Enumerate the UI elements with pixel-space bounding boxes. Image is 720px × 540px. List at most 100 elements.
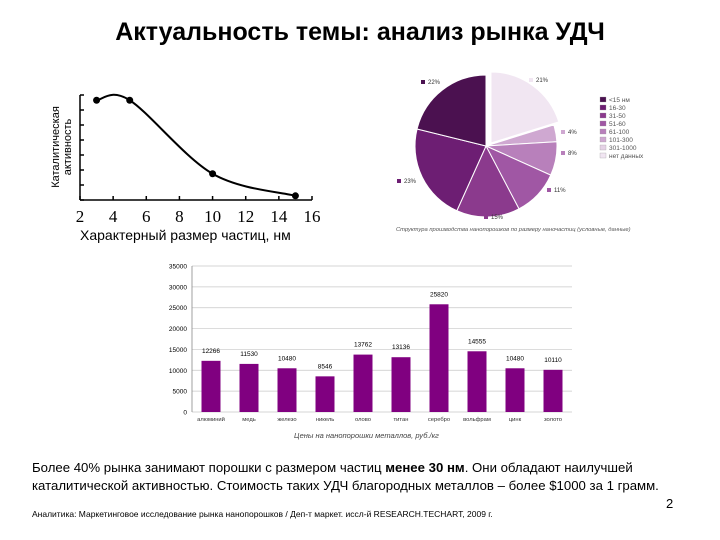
bar-value-label: 10480 xyxy=(278,355,296,362)
conclusion-text: Более 40% рынка занимают порошки с разме… xyxy=(32,459,710,495)
pie-slice xyxy=(416,74,487,147)
y-tick-label: 30000 xyxy=(169,284,187,291)
pie-label-marker xyxy=(561,151,565,155)
legend-label: <15 нм xyxy=(609,97,630,104)
x-tick-label: 4 xyxy=(109,207,118,226)
x-tick-label: 14 xyxy=(270,207,288,226)
legend-swatch xyxy=(599,120,607,127)
pie-slice-label: 23% xyxy=(404,179,417,185)
x-category-label: титан xyxy=(394,417,409,423)
pie-slice xyxy=(456,144,520,218)
activity-series-line xyxy=(96,93,296,197)
activity-data-point xyxy=(93,96,101,104)
legend-swatch xyxy=(599,96,607,103)
y-axis-label-line2: активность xyxy=(62,118,74,175)
note-bold: менее 30 нм xyxy=(385,460,465,475)
x-category-label: железо xyxy=(277,417,296,423)
legend-label: 61-100 xyxy=(609,129,630,136)
x-tick-label: 16 xyxy=(304,207,321,226)
y-tick-label: 35000 xyxy=(169,264,187,271)
pie-label-marker xyxy=(547,188,551,192)
legend-label: 51-60 xyxy=(609,121,626,128)
legend-swatch xyxy=(599,144,607,151)
price-bar xyxy=(315,376,335,412)
price-bar xyxy=(543,369,563,412)
price-bar xyxy=(277,368,297,412)
price-bar xyxy=(505,368,525,412)
bar-value-label: 8546 xyxy=(318,363,333,370)
pie-slice-label: 15% xyxy=(491,215,504,221)
pie-slice-label: 4% xyxy=(568,130,577,136)
activity-data-point xyxy=(126,96,134,104)
y-tick-label: 5000 xyxy=(173,389,188,396)
page-number: 2 xyxy=(666,496,674,511)
legend-label: 16-30 xyxy=(609,105,626,112)
bar-value-label: 13762 xyxy=(354,342,372,349)
bar-value-label: 12266 xyxy=(202,348,220,355)
y-axis-label-line1: Каталитическая xyxy=(50,106,62,188)
bar-value-label: 25820 xyxy=(430,291,448,298)
pie-slice-label: 22% xyxy=(428,80,441,86)
activity-data-point xyxy=(291,192,299,200)
pie-slice-label: 11% xyxy=(554,188,566,194)
x-category-label: медь xyxy=(242,417,256,423)
legend-swatch xyxy=(599,128,607,135)
x-category-label: серебро xyxy=(428,417,450,423)
pie-label-marker xyxy=(561,130,565,134)
y-tick-label: 15000 xyxy=(169,347,187,354)
price-bar xyxy=(201,360,221,412)
legend-swatch xyxy=(599,104,607,111)
bar-value-label: 10110 xyxy=(544,357,562,364)
pie-caption: Структура производства нанопорошков по р… xyxy=(396,227,631,233)
x-category-label: вольфрам xyxy=(463,417,491,423)
price-bar xyxy=(239,363,259,412)
pie-slice-label: 8% xyxy=(568,151,577,157)
legend-swatch xyxy=(599,136,607,143)
slide-title: Актуальность темы: анализ рынка УДЧ xyxy=(115,18,605,46)
x-tick-label: 10 xyxy=(204,207,221,226)
y-tick-label: 10000 xyxy=(169,368,187,375)
y-tick-label: 25000 xyxy=(169,305,187,312)
x-tick-label: 12 xyxy=(237,207,254,226)
x-category-label: никель xyxy=(316,417,334,423)
bar-value-label: 10480 xyxy=(506,355,524,362)
pie-label-marker xyxy=(529,78,533,82)
source-citation: Аналитика: Маркетинговое исследование ры… xyxy=(32,509,493,519)
price-bar xyxy=(353,354,373,412)
pie-label-marker xyxy=(421,80,425,84)
price-bar xyxy=(467,351,487,412)
legend-swatch xyxy=(599,152,607,159)
x-category-label: золото xyxy=(544,417,562,423)
note-part-1: Более 40% рынка занимают порошки с разме… xyxy=(32,460,386,475)
pie-label-marker xyxy=(484,215,488,219)
x-category-label: алюминий xyxy=(197,416,225,423)
note-part-2: . Они обладают наилучшей каталитической … xyxy=(32,460,659,493)
bar-value-label: 14555 xyxy=(468,338,486,345)
x-axis-label: Характерный размер частиц, нм xyxy=(80,227,291,243)
legend-label: нет данных xyxy=(609,153,644,160)
legend-swatch xyxy=(599,112,607,119)
legend-label: 31-50 xyxy=(609,113,626,120)
activity-data-point xyxy=(209,170,217,178)
bar-value-label: 11530 xyxy=(240,351,258,358)
legend-label: 101-300 xyxy=(609,137,633,144)
x-category-label: цинк xyxy=(509,417,522,423)
x-tick-label: 8 xyxy=(175,207,184,226)
price-bar xyxy=(429,304,449,412)
price-bar xyxy=(391,357,411,412)
y-tick-label: 20000 xyxy=(169,326,187,333)
legend-label: 301-1000 xyxy=(609,145,637,152)
pie-slice xyxy=(414,128,487,212)
pie-slice-label: 21% xyxy=(536,78,549,84)
bar-value-label: 13136 xyxy=(392,344,410,351)
x-category-label: олово xyxy=(355,417,371,423)
x-tick-label: 6 xyxy=(142,207,151,226)
x-tick-label: 2 xyxy=(76,207,85,226)
pie-label-marker xyxy=(397,179,401,183)
pie-slice xyxy=(490,71,560,144)
bar-x-axis-label: Цены на нанопорошки металлов, руб./кг xyxy=(294,431,439,440)
y-tick-label: 0 xyxy=(183,410,187,417)
